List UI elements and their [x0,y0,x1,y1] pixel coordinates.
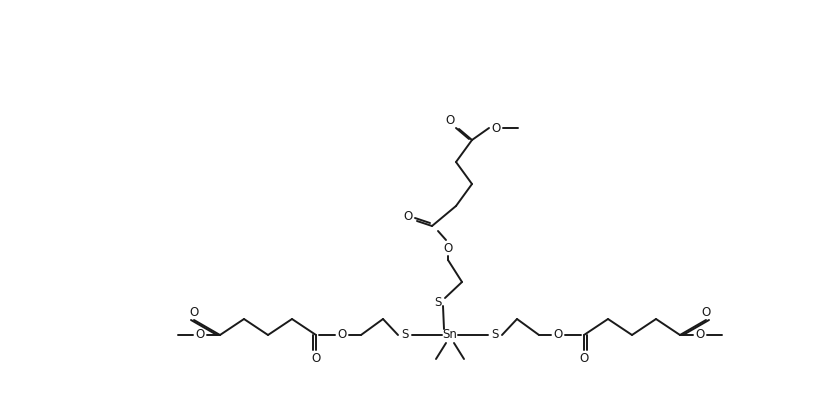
Text: S: S [491,329,499,342]
Text: O: O [403,209,412,222]
Text: S: S [434,296,442,308]
Text: O: O [491,122,500,135]
Text: O: O [579,352,588,364]
Text: O: O [701,306,711,319]
Text: O: O [445,114,455,127]
Text: O: O [312,352,321,364]
Text: O: O [553,329,562,342]
Text: O: O [443,242,453,255]
Text: S: S [401,329,409,342]
Text: O: O [195,329,204,342]
Text: O: O [338,329,347,342]
Text: O: O [696,329,705,342]
Text: Sn: Sn [442,329,458,342]
Text: O: O [189,306,199,319]
